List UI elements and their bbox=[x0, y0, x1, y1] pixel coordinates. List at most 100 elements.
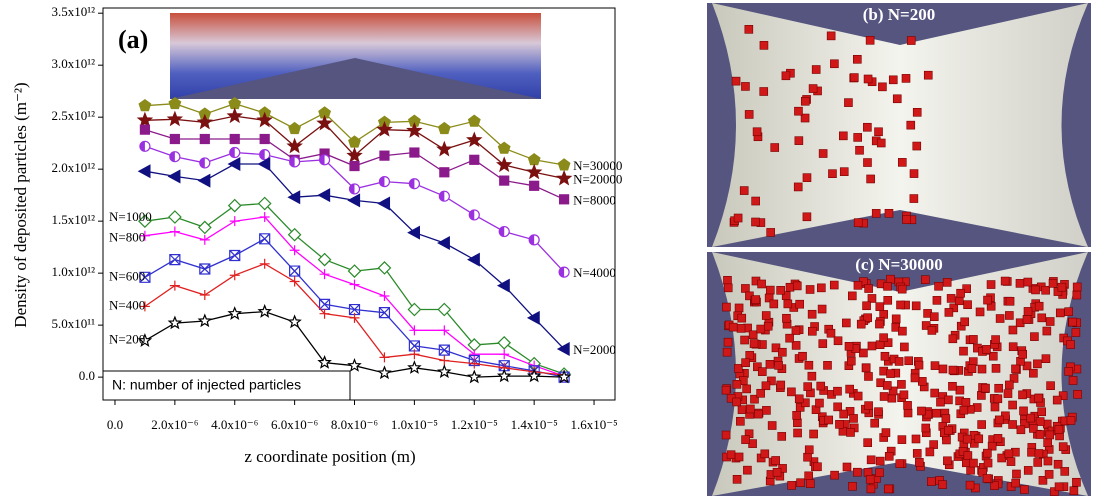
particle bbox=[753, 409, 763, 419]
particle bbox=[1016, 425, 1026, 435]
particle bbox=[853, 281, 863, 290]
marker bbox=[168, 210, 182, 224]
particle bbox=[751, 217, 760, 227]
particle bbox=[974, 434, 984, 444]
particle bbox=[977, 420, 986, 429]
particle bbox=[751, 295, 761, 304]
marker bbox=[167, 315, 183, 330]
particle bbox=[1033, 458, 1043, 467]
marker bbox=[229, 146, 241, 159]
particle bbox=[906, 36, 916, 45]
particle bbox=[853, 218, 863, 227]
particle bbox=[734, 452, 744, 462]
particle bbox=[863, 74, 873, 84]
particle bbox=[887, 393, 897, 403]
particle bbox=[1072, 282, 1082, 292]
marker bbox=[438, 344, 450, 356]
particle bbox=[994, 383, 1003, 393]
particle bbox=[830, 59, 839, 69]
particle bbox=[959, 405, 969, 415]
marker bbox=[288, 121, 302, 135]
series-line bbox=[144, 216, 565, 377]
particle bbox=[975, 307, 985, 317]
marker bbox=[558, 266, 570, 278]
marker-part bbox=[229, 147, 235, 158]
marker bbox=[169, 151, 181, 163]
particle bbox=[883, 484, 893, 494]
particle bbox=[884, 208, 894, 218]
particle bbox=[920, 275, 930, 284]
particle bbox=[878, 82, 887, 92]
marker bbox=[169, 280, 180, 291]
particle bbox=[1064, 307, 1073, 316]
particle bbox=[883, 296, 893, 305]
particle bbox=[874, 127, 883, 137]
particle bbox=[1035, 430, 1045, 439]
particle bbox=[1005, 296, 1015, 306]
marker bbox=[169, 254, 181, 266]
particle bbox=[817, 283, 826, 293]
particle bbox=[944, 308, 954, 317]
series-label: N=2000 bbox=[573, 342, 616, 357]
marker bbox=[347, 193, 361, 208]
marker bbox=[409, 325, 420, 336]
particle bbox=[903, 401, 912, 410]
marker bbox=[169, 226, 180, 237]
particle bbox=[897, 284, 907, 294]
x-tick-label: 1.4x10⁻⁵ bbox=[511, 417, 558, 432]
marker bbox=[229, 270, 240, 281]
marker bbox=[437, 364, 452, 379]
particle bbox=[983, 448, 992, 458]
marker-part bbox=[439, 191, 445, 202]
particle bbox=[734, 303, 744, 313]
particle bbox=[1068, 376, 1078, 385]
marker bbox=[199, 157, 211, 169]
particle bbox=[1023, 307, 1033, 316]
particle bbox=[1052, 395, 1062, 405]
particle bbox=[1043, 456, 1053, 466]
marker bbox=[466, 131, 483, 148]
particle bbox=[1005, 380, 1014, 390]
particle bbox=[839, 167, 849, 176]
particle bbox=[895, 459, 905, 468]
series-label: N=600 bbox=[109, 268, 145, 283]
particle bbox=[1008, 420, 1017, 429]
particle bbox=[888, 75, 898, 85]
marker bbox=[229, 216, 240, 227]
marker-part bbox=[379, 176, 385, 187]
particle bbox=[726, 450, 736, 460]
particle bbox=[1011, 478, 1020, 488]
particle bbox=[753, 362, 762, 372]
series-label: N=400 bbox=[109, 297, 145, 312]
marker bbox=[228, 96, 242, 110]
particle bbox=[1000, 276, 1010, 286]
particle bbox=[1037, 407, 1046, 417]
marker bbox=[316, 114, 333, 131]
particle bbox=[765, 285, 775, 295]
particle bbox=[1012, 469, 1021, 479]
particle bbox=[871, 209, 881, 218]
particle bbox=[1055, 308, 1065, 318]
particle bbox=[767, 376, 776, 386]
particle bbox=[987, 441, 997, 451]
particle bbox=[883, 282, 892, 291]
marker bbox=[199, 289, 210, 300]
particle bbox=[865, 475, 875, 484]
particle bbox=[756, 388, 765, 398]
particle bbox=[776, 380, 786, 390]
particle bbox=[954, 296, 964, 306]
particle bbox=[884, 452, 894, 461]
particle bbox=[929, 440, 938, 449]
particle bbox=[990, 481, 999, 490]
y-tick-label: 2.5x10¹² bbox=[51, 108, 95, 123]
particle bbox=[1058, 442, 1068, 451]
x-tick-label: 6.0x10⁻⁶ bbox=[271, 417, 318, 432]
particle bbox=[800, 96, 810, 106]
y-axis-title: Density of deposited particles (m⁻²) bbox=[11, 82, 30, 327]
marker-part bbox=[259, 149, 265, 160]
particle bbox=[902, 215, 911, 224]
particle bbox=[944, 395, 953, 405]
particle bbox=[983, 295, 992, 305]
x-tick-label: 8.0x10⁻⁶ bbox=[331, 417, 378, 432]
particle bbox=[866, 484, 876, 494]
